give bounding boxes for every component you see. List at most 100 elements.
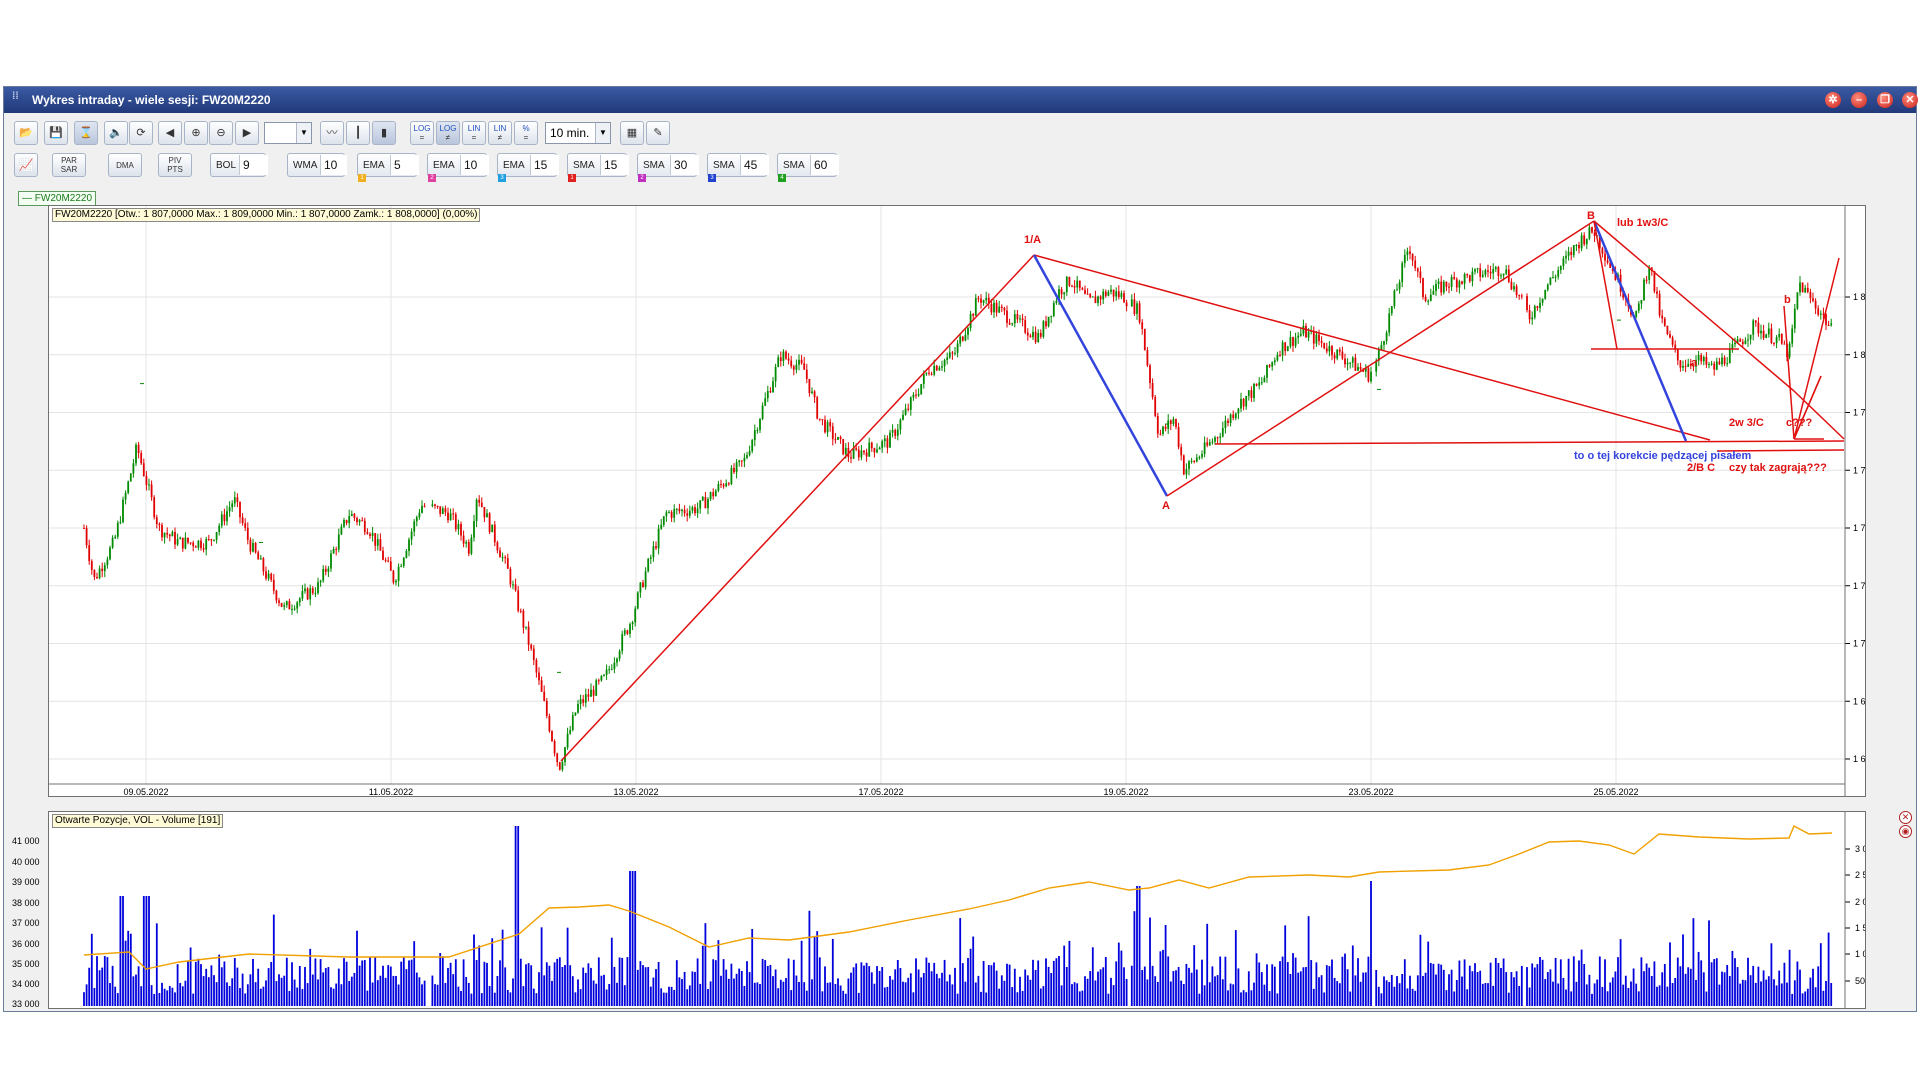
indicator-value[interactable]: 9	[239, 155, 268, 175]
interval-select[interactable]: 10 min. ▼	[545, 122, 611, 144]
volume-bar	[634, 871, 637, 1006]
candle-body	[1549, 277, 1552, 285]
indicator-value[interactable]: 10	[460, 155, 489, 175]
indicator-value[interactable]: 15	[600, 155, 629, 175]
candle-chart-button[interactable]: ▮	[372, 121, 396, 145]
close-icon[interactable]: ✕	[1902, 92, 1918, 108]
price-chart-panel[interactable]: 1 820,0000 1 800,0000 1 780,0000 1 760,0000…	[48, 205, 1866, 797]
volume-bar	[1526, 967, 1528, 1006]
volume-bar	[1650, 976, 1653, 1006]
candle-body	[1203, 442, 1206, 454]
candle-body	[532, 648, 535, 660]
close-panel-icon[interactable]: ✕	[1899, 811, 1912, 824]
right-tick-label: 2 500	[1855, 870, 1866, 880]
indicator-bol-9[interactable]: BOL 9	[210, 153, 268, 177]
volume-bar	[1461, 976, 1463, 1006]
volume-bar	[587, 963, 590, 1006]
scroll-left-button[interactable]: ◀	[158, 121, 182, 145]
indicator-ema-5[interactable]: EMA 5 1	[357, 153, 419, 182]
indicator-ema-10[interactable]: EMA 10 2	[427, 153, 489, 182]
speaker-button[interactable]: 🔈	[104, 121, 128, 145]
candle-body	[1453, 277, 1456, 280]
restore-icon[interactable]: ❐	[1877, 92, 1893, 108]
blank-combo[interactable]: ▼	[264, 122, 312, 144]
volume-bar	[114, 986, 117, 1006]
indicator-sma-15[interactable]: SMA 15 1	[567, 153, 629, 182]
percent-scale-button[interactable]: % =	[514, 121, 538, 145]
hourglass-button[interactable]: ⌛	[74, 121, 98, 145]
candle-body	[522, 610, 525, 628]
volume-bar	[1822, 990, 1825, 1006]
zoom-in-button[interactable]: ⊕	[184, 121, 208, 145]
volume-bar	[881, 967, 884, 1006]
volume-panel[interactable]: 3 000 2 500 2 000 1 500 1 000 500 Otwarte Poz…	[48, 811, 1866, 1009]
candle-body	[1019, 318, 1021, 320]
candle-body	[967, 328, 969, 335]
piv-pts-button[interactable]: PIV PTS	[158, 153, 192, 177]
candle-body	[103, 565, 106, 572]
indicator-sma-30[interactable]: SMA 30 2	[637, 153, 699, 182]
candle-body	[1325, 348, 1328, 352]
candle-body	[1466, 273, 1469, 276]
study-button[interactable]: 📈	[14, 153, 38, 177]
title-bar[interactable]: ⁞⁞ Wykres intraday - wiele sesji: FW20M2…	[4, 87, 1918, 113]
save-button[interactable]: 💾	[44, 121, 68, 145]
volume-bar	[1325, 965, 1328, 1006]
open-folder-button[interactable]: 📂	[14, 121, 38, 145]
volume-bars	[83, 826, 1833, 1006]
candle-body	[743, 457, 746, 462]
candle-body	[1611, 267, 1614, 271]
lin-scale-button[interactable]: LIN =	[462, 121, 486, 145]
volume-bar	[444, 982, 447, 1006]
volume-bar	[1505, 972, 1508, 1006]
candle-body	[1273, 360, 1276, 363]
volume-bar	[652, 977, 655, 1006]
indicator-value[interactable]: 10	[320, 155, 347, 175]
volume-bar	[361, 960, 364, 1006]
volume-bar	[298, 965, 301, 1006]
candle-body	[496, 542, 499, 551]
volume-bar	[311, 974, 314, 1006]
scroll-right-button[interactable]: ▶	[235, 121, 259, 145]
candle-body	[259, 558, 262, 560]
log-scale-button[interactable]: LOG =	[410, 121, 434, 145]
volume-bar	[1424, 972, 1427, 1006]
indicator-value[interactable]: 5	[390, 155, 419, 175]
refresh-button[interactable]: ⟳	[129, 121, 153, 145]
minimize-icon[interactable]: –	[1851, 92, 1867, 108]
line-chart-button[interactable]: 〰	[320, 121, 344, 145]
indicator-value[interactable]: 60	[810, 155, 839, 175]
settings-icon[interactable]: ✲	[1825, 92, 1841, 108]
candle-body	[93, 569, 96, 577]
zoom-out-button[interactable]: ⊖	[209, 121, 233, 145]
indicator-sma-60[interactable]: SMA 60 4	[777, 153, 839, 182]
indicator-wma-10[interactable]: WMA 10	[287, 153, 347, 177]
edit-button[interactable]: ✎	[646, 121, 670, 145]
volume-bar	[1773, 979, 1775, 1006]
grip-icon[interactable]: ⁞⁞	[12, 91, 19, 102]
indicators-button[interactable]: ▦	[620, 121, 644, 145]
indicator-value[interactable]: 45	[740, 155, 769, 175]
volume-bar	[1154, 976, 1157, 1006]
candle-body	[348, 515, 351, 524]
candle-body	[228, 507, 231, 512]
candle-body	[1760, 330, 1762, 334]
par-sar-button[interactable]: PAR SAR	[52, 153, 86, 177]
volume-bar	[694, 971, 696, 1006]
candle-body	[868, 442, 871, 457]
indicator-sma-45[interactable]: SMA 45 3	[707, 153, 769, 182]
candle-body	[883, 438, 886, 442]
dma-button[interactable]: DMA	[108, 153, 142, 177]
candle-body	[1198, 457, 1201, 459]
bar-chart-button[interactable]: ┃	[346, 121, 370, 145]
indicator-value[interactable]: 30	[670, 155, 699, 175]
volume-bar	[376, 980, 379, 1006]
candle-body	[1710, 363, 1713, 365]
volume-bar	[405, 969, 408, 1006]
settings-panel-icon[interactable]: ◉	[1899, 825, 1912, 838]
lin-scale-alt-button[interactable]: LIN ≠	[488, 121, 512, 145]
indicator-value[interactable]: 15	[530, 155, 559, 175]
log-scale-alt-button[interactable]: LOG ≠	[436, 121, 460, 145]
candle-body	[1788, 343, 1791, 358]
indicator-ema-15[interactable]: EMA 15 3	[497, 153, 559, 182]
